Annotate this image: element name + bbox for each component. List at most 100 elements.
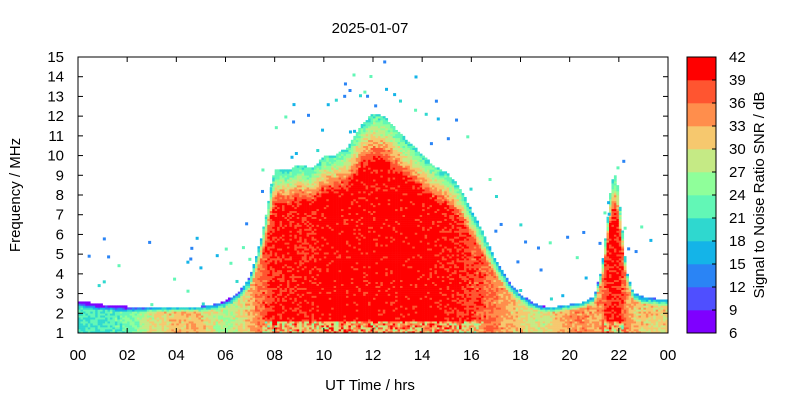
heat-cell [242, 313, 246, 316]
heat-cell [318, 279, 322, 283]
heat-cell [350, 230, 354, 233]
heat-cell [284, 191, 288, 194]
heat-cell [345, 234, 349, 237]
heat-cell [345, 325, 349, 328]
heat-cell [309, 305, 312, 308]
heat-cell [242, 297, 246, 300]
heat-cell [353, 195, 357, 198]
heat-cell [250, 317, 253, 320]
heat-cell [348, 232, 352, 235]
heat-cell [331, 191, 334, 194]
heat-cell [289, 212, 293, 216]
heat-cell [318, 240, 322, 243]
heat-cell [90, 329, 94, 332]
heat-cell [284, 313, 288, 316]
heat-cell [299, 208, 303, 212]
heat-cell [213, 303, 216, 306]
heat-cell [277, 254, 280, 257]
heat-cell [296, 252, 300, 255]
heat-cell [358, 187, 362, 190]
heat-cell [323, 216, 327, 219]
heat-cell [299, 309, 303, 312]
heat-cell [365, 303, 369, 306]
heat-cell [284, 315, 288, 318]
heat-cell [321, 187, 325, 190]
heat-cell [314, 224, 317, 227]
heat-cell [321, 246, 325, 249]
heat-cell [282, 175, 285, 178]
heat-cell [304, 196, 307, 200]
heat-cell [358, 297, 362, 300]
heat-cell [272, 214, 275, 217]
heat-cell [321, 287, 325, 290]
heat-cell [272, 228, 275, 231]
heat-cell [360, 295, 364, 298]
heat-cell [225, 305, 229, 308]
heat-cell [338, 331, 342, 334]
heat-cell [318, 265, 322, 269]
heat-cell [316, 198, 320, 202]
heat-cell [299, 273, 303, 277]
heat-cell [328, 269, 332, 273]
heat-cell [210, 321, 214, 324]
heat-cell [119, 309, 123, 312]
heat-cell [279, 293, 283, 296]
heat-cell [114, 327, 118, 330]
heat-cell [296, 315, 300, 318]
heat-cell [331, 224, 334, 227]
heat-cell [274, 212, 278, 216]
heat-cell [326, 236, 330, 239]
heat-cell [294, 254, 298, 257]
heat-cell [360, 153, 364, 156]
heat-cell [345, 262, 349, 265]
heat-cell [149, 319, 153, 322]
heat-cell [227, 313, 231, 316]
heat-cell [269, 260, 273, 263]
heat-cell [291, 297, 295, 300]
heat-cell [316, 293, 320, 296]
heat-cell [326, 177, 330, 180]
heat-cell [306, 179, 310, 182]
heat-cell [191, 327, 194, 330]
heat-cell [353, 258, 357, 261]
heat-cell [358, 281, 362, 285]
heat-cell [358, 139, 362, 143]
heat-cell [294, 303, 298, 306]
heat-cell [323, 265, 327, 269]
heat-cell [223, 301, 226, 304]
heat-cell [156, 323, 160, 326]
heat-cell [360, 311, 364, 314]
heat-cell [341, 218, 344, 221]
heat-cell [237, 325, 241, 328]
heat-cell [129, 323, 133, 326]
heat-cell [345, 323, 349, 326]
heat-cell [161, 323, 165, 326]
heat-cell [286, 230, 290, 233]
heat-cell [331, 303, 334, 306]
heat-cell [274, 264, 278, 267]
heat-cell [326, 269, 330, 273]
heat-cell [237, 303, 241, 306]
heat-cell [343, 244, 347, 247]
heat-cell [282, 262, 285, 265]
heat-cell [267, 256, 271, 259]
heat-cell [353, 277, 357, 281]
heat-cell [227, 321, 231, 324]
heat-cell [257, 287, 261, 290]
heat-cell [326, 226, 330, 229]
heat-cell [183, 321, 187, 324]
heat-cell [105, 323, 108, 326]
heat-cell [164, 307, 167, 310]
heat-cell [223, 321, 226, 324]
heat-cell [365, 179, 369, 182]
heat-cell [341, 242, 344, 245]
heat-cell [230, 301, 234, 304]
heat-cell [289, 196, 293, 200]
heat-cell [264, 279, 268, 283]
heat-cell [355, 202, 359, 206]
heat-cell [353, 264, 357, 267]
heat-cell [132, 325, 135, 328]
heat-cell [306, 291, 310, 294]
heat-cell [82, 301, 86, 304]
heat-cell [318, 179, 322, 182]
